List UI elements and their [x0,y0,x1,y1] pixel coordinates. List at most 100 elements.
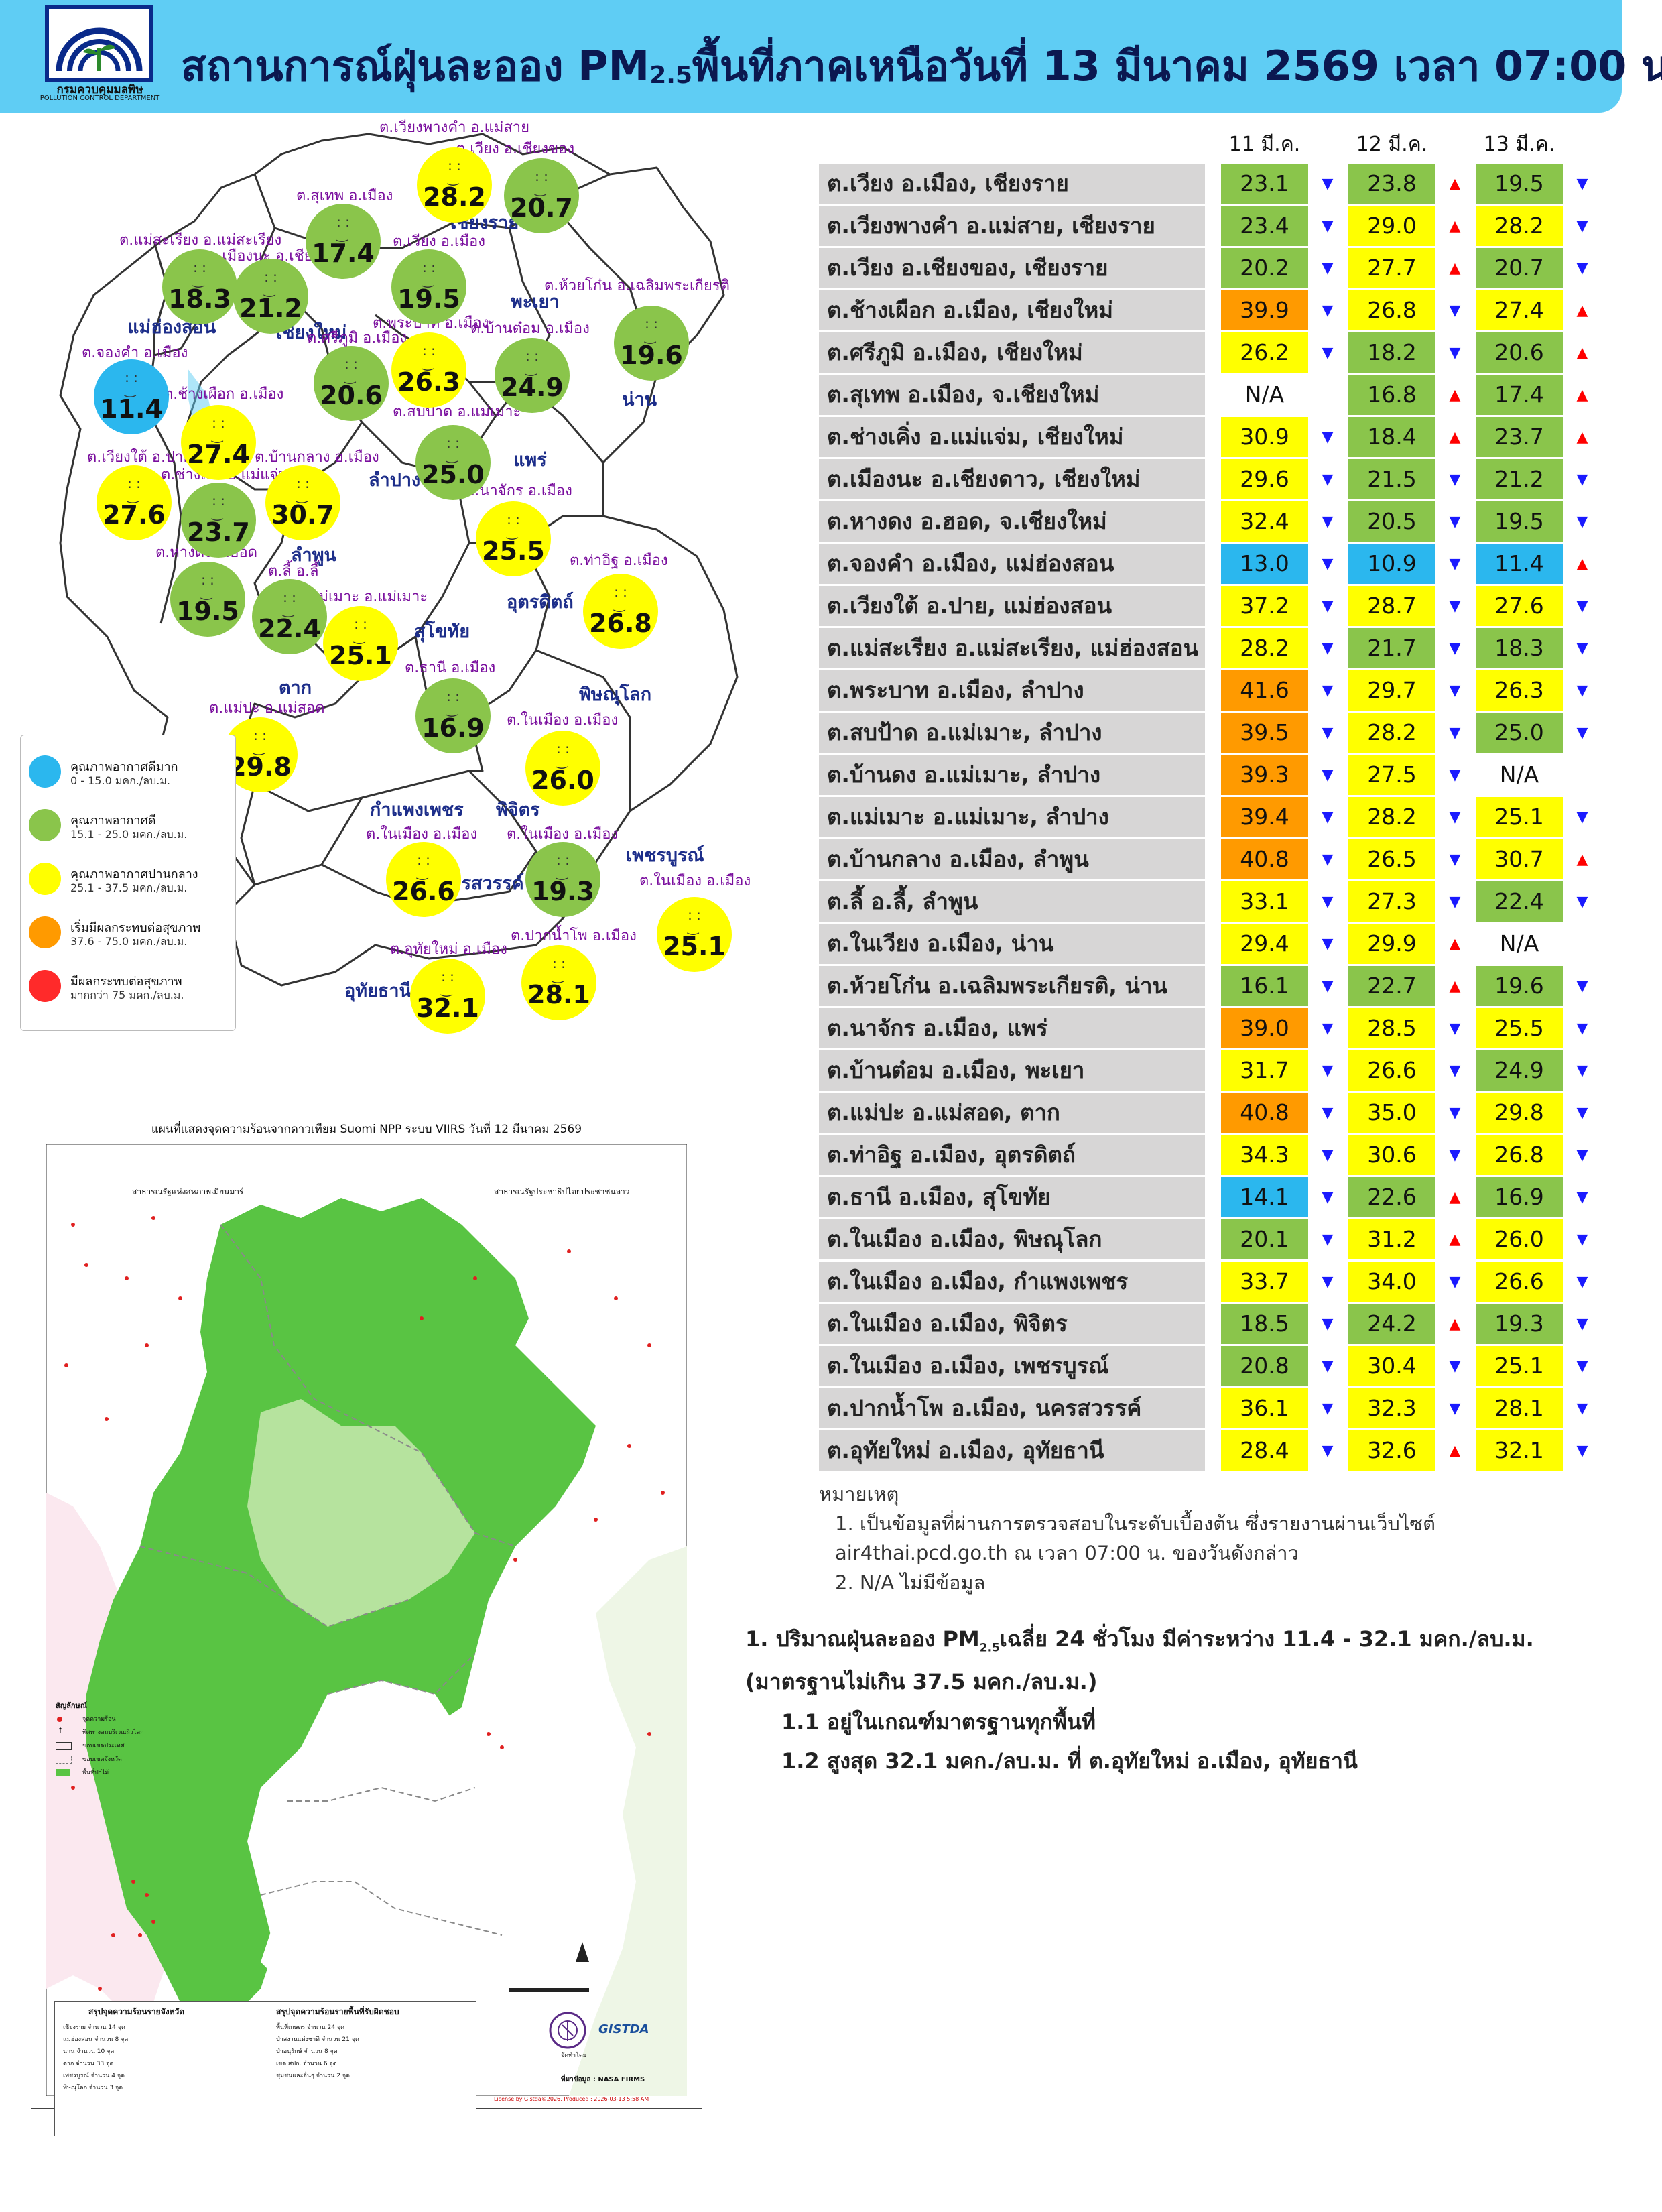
trend-down-icon: ▼ [1322,851,1334,868]
pm25-value-cell: 28.1 [1476,1388,1563,1428]
summary-1-2: 1.2 สูงสุด 32.1 มคก./ลบ.ม. ที่ ต.อุทัยให… [781,1748,1358,1774]
pm25-value-cell: 32.6 [1348,1430,1435,1471]
trend-down-icon: ▼ [1449,725,1461,741]
pm25-value-cell: 25.1 [1476,1346,1563,1386]
trend-down-icon: ▼ [1322,471,1334,488]
station-bubble: : : ‿ 21.2 [233,259,308,334]
station-name-cell: ต.ลี้ อ.ลี้, ลำพูน [819,881,1205,922]
station-bubble: : : ‿ 11.4 [94,359,169,434]
station-label: ต.ในเมือง อ.เมือง [507,712,619,729]
trend-up-icon: ▲ [1449,429,1461,446]
trend-down-icon: ▼ [1576,260,1588,277]
station-name-cell: ต.แม่ปะ อ.แม่สอด, ตาก [819,1093,1205,1133]
station-bubble: : : ‿ 27.6 [97,465,172,540]
pm25-value-cell: 16.8 [1348,375,1435,415]
pm25-value-cell: 20.8 [1221,1346,1308,1386]
pm25-value-cell: 25.0 [1476,713,1563,753]
summary-box-title: สรุปจุดความร้อนรายพื้นที่รับผิดชอบ [276,2007,399,2016]
trend-down-icon: ▼ [1576,176,1588,192]
station-label: ต.ธานี อ.เมือง [405,660,496,676]
station-label: ต.อุทัยใหม่ อ.เมือง [390,941,507,958]
trend-down-icon: ▼ [1449,302,1461,319]
country-label-myanmar: สาธารณรัฐแห่งสหภาพเมียนมาร์ [132,1187,244,1196]
note-2: 2. N/A ไม่มีข้อมูล [835,1571,986,1594]
trend-down-icon: ▼ [1322,513,1334,530]
province-label: ลำปาง [369,470,421,491]
station-bubble: : : ‿ 19.6 [614,306,689,381]
summary-1-standard: (มาตรฐานไม่เกิน 37.5 มคก./ลบ.ม.) [745,1669,1098,1695]
station-bubble: : : ‿ 24.9 [495,338,570,413]
pm25-value-cell: 27.4 [1476,290,1563,330]
pm25-value-cell: 32.1 [1476,1430,1563,1471]
trend-down-icon: ▼ [1576,598,1588,615]
trend-down-icon: ▼ [1322,894,1334,910]
station-label: ต.ในเมือง อ.เมือง [639,873,751,889]
province-label: น่าน [622,389,657,410]
pm25-value-cell: 33.7 [1221,1262,1308,1302]
station-bubble: : : ‿ 23.7 [181,483,256,558]
pm25-value-cell: 37.2 [1221,586,1308,626]
pm25-value-cell: 30.9 [1221,417,1308,457]
trend-down-icon: ▼ [1576,1020,1588,1037]
trend-down-icon: ▼ [1576,682,1588,699]
station-label: ต.เวียงพางคำ อ.แม่สาย [379,119,530,136]
station-name-cell: ต.ปากน้ำโพ อ.เมือง, นครสวรรค์ [819,1388,1205,1428]
note-1: 1. เป็นข้อมูลที่ผ่านการตรวจสอบในระดับเบื… [835,1512,1435,1535]
station-name-cell: ต.บ้านดง อ.แม่เมาะ, ลำปาง [819,755,1205,795]
pm25-value-cell: 24.2 [1348,1304,1435,1344]
pm25-value-cell: 28.5 [1348,1008,1435,1048]
trend-up-icon: ▲ [1449,1442,1461,1459]
station-name-cell: ต.ช่างเคิ่ง อ.แม่แจ่ม, เชียงใหม่ [819,417,1205,457]
pm25-value-cell: 28.2 [1476,206,1563,246]
pm25-value-cell: 19.5 [1476,501,1563,542]
trend-down-icon: ▼ [1449,1020,1461,1037]
trend-up-icon: ▲ [1449,978,1461,995]
trend-up-icon: ▲ [1576,302,1588,319]
trend-down-icon: ▼ [1449,1062,1461,1079]
station-bubble: : : ‿ 19.5 [391,249,466,324]
trend-down-icon: ▼ [1322,598,1334,615]
note-1-cont: air4thai.pcd.go.th ณ เวลา 07:00 น. ของวั… [835,1542,1299,1564]
trend-down-icon: ▼ [1322,1189,1334,1206]
pm25-value-cell: 30.6 [1348,1135,1435,1175]
trend-down-icon: ▼ [1576,513,1588,530]
pm25-value-cell: 30.4 [1348,1346,1435,1386]
legend-swatch [29,970,61,1002]
pm25-value-cell: 39.0 [1221,1008,1308,1048]
station-bubble: : : ‿ 25.0 [416,425,491,500]
province-label: พิจิตร [496,800,540,820]
legend-range: มากกว่า 75 มคก./ลบ.ม. [70,989,184,1001]
trend-down-icon: ▼ [1322,345,1334,361]
province-label: พิษณุโลก [579,684,652,705]
pm25-value-cell: 22.4 [1476,881,1563,922]
country-label-laos: สาธารณรัฐประชาธิปไตยประชาชนลาว [494,1187,630,1196]
trend-down-icon: ▼ [1576,640,1588,657]
trend-down-icon: ▼ [1449,640,1461,657]
station-bubble: : : ‿ 27.4 [181,405,256,480]
legend-label: มีผลกระทบต่อสุขภาพ [70,975,182,989]
legend-swatch [29,755,61,788]
trend-up-icon: ▲ [1449,1231,1461,1248]
pm25-value-cell: 29.4 [1221,924,1308,964]
pm25-value-cell: 20.1 [1221,1219,1308,1259]
station-name-cell: ต.นาจักร อ.เมือง, แพร่ [819,1008,1205,1048]
station-bubble: : : ‿ 19.5 [170,562,245,637]
pm25-value-cell: 25.5 [1476,1008,1563,1048]
trend-down-icon: ▼ [1322,260,1334,277]
satellite-legend-heading: สัญลักษณ์ [56,1701,87,1710]
station-name-cell: ต.ศรีภูมิ อ.เมือง, เชียงใหม่ [819,332,1205,373]
pm25-value-cell: 28.7 [1348,586,1435,626]
station-bubble: : : ‿ 16.9 [416,678,491,753]
station-label: ต.ท่าอิฐ อ.เมือง [570,552,668,569]
trend-down-icon: ▼ [1576,1231,1588,1248]
pm25-value-cell: 32.4 [1221,501,1308,542]
trend-down-icon: ▼ [1449,1274,1461,1290]
trend-down-icon: ▼ [1576,1274,1588,1290]
trend-down-icon: ▼ [1322,1020,1334,1037]
pm25-value-cell: 39.5 [1221,713,1308,753]
trend-down-icon: ▼ [1322,176,1334,192]
pm25-value-cell: 20.5 [1348,501,1435,542]
station-bubble: : : ‿ 28.1 [521,945,596,1020]
wind-arrow-icon: ↑ [57,1726,64,1735]
province-label: พะเยา [511,292,560,312]
